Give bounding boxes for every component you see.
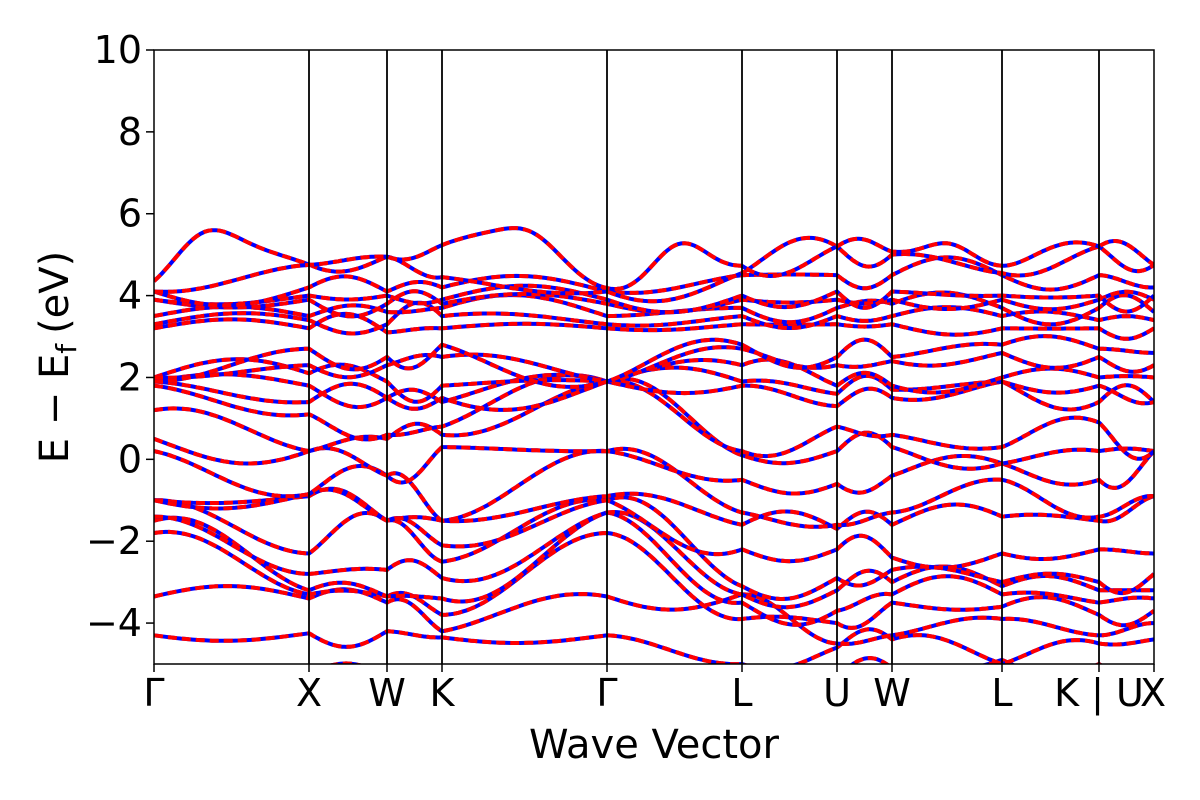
y-tick-label: 6 bbox=[118, 192, 142, 236]
x-tick-label: X bbox=[1140, 671, 1166, 715]
x-tick-label: L bbox=[731, 671, 752, 715]
y-tick-label: 8 bbox=[118, 110, 142, 154]
x-tick-label: U bbox=[823, 671, 851, 715]
y-axis-label: E − Ef (eV) bbox=[32, 251, 83, 464]
y-tick-label: 2 bbox=[118, 355, 142, 399]
y-axis: −4 −2 0 2 4 6 8 10 bbox=[86, 28, 154, 645]
x-tick-label: L bbox=[991, 671, 1012, 715]
y-tick-label: 4 bbox=[118, 274, 142, 318]
x-axis-label: Wave Vector bbox=[529, 722, 780, 768]
x-tick-label: W bbox=[368, 671, 406, 715]
y-tick-label: 0 bbox=[118, 437, 142, 481]
y-axis-label-main: E − E bbox=[32, 354, 78, 464]
x-tick-label: K | U bbox=[1054, 671, 1144, 716]
x-tick-label: W bbox=[873, 671, 911, 715]
band-line-spin-up bbox=[154, 627, 1154, 664]
plot-frame bbox=[153, 49, 1155, 665]
x-tick-label: Γ bbox=[596, 671, 617, 715]
band-line-spin-up bbox=[154, 334, 1154, 389]
y-tick-label: 10 bbox=[94, 28, 142, 72]
x-tick-label: X bbox=[296, 671, 322, 715]
x-tick-label: Γ bbox=[143, 671, 164, 715]
y-tick-label: −4 bbox=[86, 601, 142, 645]
x-tick-label: K bbox=[430, 671, 456, 715]
y-axis-label-sub: f bbox=[50, 343, 83, 354]
y-tick-label: −2 bbox=[86, 519, 142, 563]
y-axis-label-unit: (eV) bbox=[32, 251, 78, 334]
kpoint-lines bbox=[308, 50, 1100, 664]
